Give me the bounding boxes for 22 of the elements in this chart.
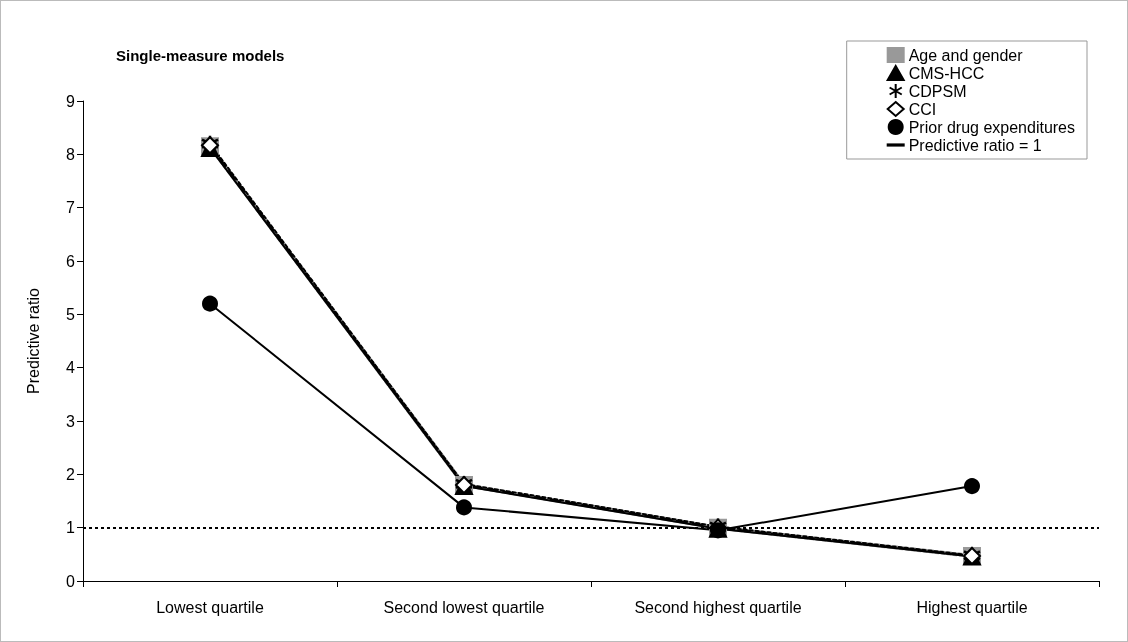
x-tick-label: Second lowest quartile	[383, 598, 545, 616]
legend-label: CDPSM	[908, 82, 967, 100]
y-tick-label: 9	[66, 92, 76, 110]
legend-label: CMS-HCC	[908, 64, 985, 82]
legend-label: CCI	[908, 100, 937, 118]
y-tick-label: 4	[66, 359, 76, 377]
legend-label: Prior drug expenditures	[908, 118, 1075, 136]
x-tick-label: Lowest quartile	[156, 598, 264, 616]
x-tick-label: Highest quartile	[916, 598, 1028, 616]
y-tick-label: 0	[66, 572, 76, 590]
y-tick-label: 3	[66, 412, 76, 430]
y-tick-label: 7	[66, 199, 76, 217]
y-tick-label: 1	[66, 519, 76, 537]
chart-title: Single-measure models	[116, 47, 285, 64]
x-tick-label: Second highest quartile	[634, 598, 802, 616]
y-tick-label: 2	[66, 465, 76, 483]
y-tick-label: 6	[66, 252, 76, 270]
y-axis-title: Predictive ratio	[24, 287, 42, 394]
y-tick-label: 5	[66, 305, 76, 323]
legend-label: Age and gender	[908, 46, 1024, 64]
y-tick-label: 8	[66, 145, 76, 163]
legend-label: Predictive ratio = 1	[908, 136, 1042, 154]
